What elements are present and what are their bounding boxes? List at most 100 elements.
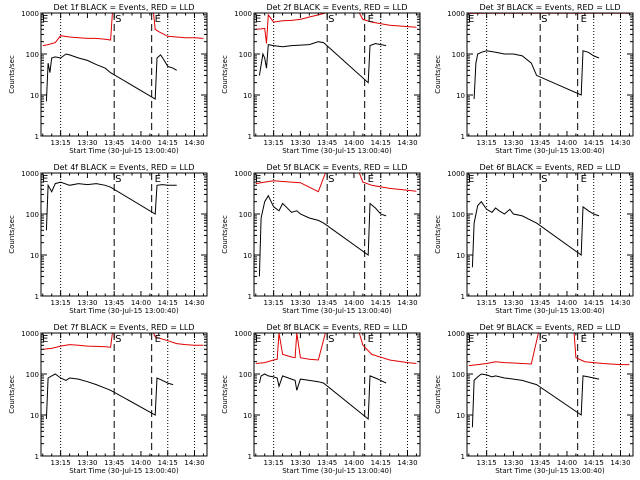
x-tick-label: 13:45	[530, 139, 550, 147]
marker-e: E	[155, 174, 161, 185]
x-tick-label: 14:15	[158, 139, 178, 147]
x-tick-label: 13:15	[477, 299, 497, 307]
x-tick-label: 14:00	[344, 459, 364, 467]
y-tick-label: 10	[243, 412, 252, 420]
x-tick-label: 14:15	[584, 459, 604, 467]
events-series-line	[471, 200, 600, 268]
series-group	[255, 13, 417, 84]
x-axis-title: Start Time (30-Jul-15 13:00:40)	[69, 147, 179, 155]
plot-frame	[40, 172, 208, 297]
events-series-line	[45, 181, 177, 231]
y-axis-title: Counts/sec	[8, 215, 16, 254]
x-tick-label: 13:15	[264, 299, 284, 307]
y-tick-label: 100	[452, 211, 465, 219]
y-tick-label: 1	[35, 453, 39, 461]
x-tick-label: 13:15	[264, 459, 284, 467]
marker-e: E	[368, 334, 374, 345]
x-tick-label: 14:00	[131, 459, 151, 467]
x-tick-label: 13:30	[290, 139, 310, 147]
detector-panel: Det 8f BLACK = Events, RED = LLD 1 10 100 10…	[221, 323, 421, 475]
y-axis-title: Counts/sec	[434, 215, 442, 254]
x-tick-label: 14:30	[610, 299, 630, 307]
series-group	[468, 333, 630, 428]
x-tick-label: 14:00	[131, 139, 151, 147]
panel-title: Det 2f BLACK = Events, RED = LLD	[266, 3, 407, 12]
x-axis-title: Start Time (30-Jul-15 13:00:40)	[495, 307, 605, 315]
events-series-line	[258, 41, 387, 84]
x-tick-label: 14:30	[397, 459, 417, 467]
plot-frame	[466, 332, 634, 457]
series-group	[471, 200, 600, 268]
y-axis-title: Counts/sec	[221, 215, 229, 254]
y-axis-title: Counts/sec	[434, 375, 442, 414]
marker-s: S	[328, 14, 334, 25]
detector-panel: Det 7f BLACK = Events, RED = LLD 1 10 100 10…	[8, 323, 208, 475]
x-tick-label: 13:45	[104, 459, 124, 467]
y-tick-label: 1	[35, 133, 39, 141]
lld-series-line	[42, 13, 204, 47]
lld-series-line	[255, 173, 417, 193]
y-tick-label: 100	[26, 371, 39, 379]
events-series-line	[471, 373, 600, 428]
events-series-line	[258, 373, 387, 421]
y-tick-label: 10	[30, 92, 39, 100]
marker-e: E	[155, 14, 161, 25]
panel-title: Det 7f BLACK = Events, RED = LLD	[53, 323, 194, 332]
marker-e-left: E	[42, 174, 48, 185]
x-axis-title: Start Time (30-Jul-15 13:00:40)	[282, 147, 392, 155]
x-tick-label: 14:30	[397, 299, 417, 307]
x-tick-label: 13:45	[104, 299, 124, 307]
marker-e: E	[155, 334, 161, 345]
panel-title: Det 6f BLACK = Events, RED = LLD	[479, 163, 620, 172]
detector-panel: Det 4f BLACK = Events, RED = LLD 1 10 100 10…	[8, 163, 208, 315]
marker-s: S	[115, 174, 121, 185]
y-tick-label: 1	[248, 293, 252, 301]
x-tick-label: 13:30	[77, 299, 97, 307]
y-tick-label: 1000	[21, 10, 39, 18]
y-tick-label: 1	[461, 453, 465, 461]
y-tick-label: 1000	[234, 10, 252, 18]
y-tick-label: 1000	[447, 10, 465, 18]
y-tick-label: 1000	[21, 330, 39, 338]
x-tick-label: 13:45	[530, 459, 550, 467]
x-tick-label: 14:30	[397, 139, 417, 147]
y-tick-label: 1	[461, 133, 465, 141]
panel-title: Det 3f BLACK = Events, RED = LLD	[479, 3, 620, 12]
x-tick-label: 14:15	[584, 299, 604, 307]
x-tick-label: 14:15	[158, 299, 178, 307]
x-axis-title: Start Time (30-Jul-15 13:00:40)	[495, 147, 605, 155]
marker-s: S	[328, 334, 334, 345]
y-tick-label: 1000	[447, 330, 465, 338]
y-tick-label: 1	[248, 133, 252, 141]
y-tick-label: 10	[456, 92, 465, 100]
detector-panel: Det 2f BLACK = Events, RED = LLD 1 10 100 10…	[221, 3, 421, 155]
panel-title: Det 4f BLACK = Events, RED = LLD	[53, 163, 194, 172]
x-tick-label: 13:30	[290, 459, 310, 467]
series-group	[468, 13, 630, 100]
detector-panel: Det 3f BLACK = Events, RED = LLD 1 10 100 10…	[434, 3, 634, 155]
y-tick-label: 1	[35, 293, 39, 301]
marker-s: S	[541, 174, 547, 185]
y-tick-label: 100	[26, 51, 39, 59]
y-tick-label: 100	[239, 211, 252, 219]
detector-panel: Det 6f BLACK = Events, RED = LLD 1 10 100 10…	[434, 163, 634, 315]
y-tick-label: 10	[243, 252, 252, 260]
x-tick-label: 13:45	[317, 459, 337, 467]
x-tick-label: 14:00	[131, 299, 151, 307]
marker-e-left: E	[255, 174, 261, 185]
x-tick-label: 14:00	[557, 299, 577, 307]
x-axis-title: Start Time (30-Jul-15 13:00:40)	[495, 467, 605, 475]
x-tick-label: 14:00	[344, 139, 364, 147]
marker-s: S	[115, 334, 121, 345]
panel-title: Det 1f BLACK = Events, RED = LLD	[53, 3, 194, 12]
panel-title: Det 8f BLACK = Events, RED = LLD	[266, 323, 407, 332]
y-tick-label: 100	[239, 51, 252, 59]
marker-e-left: E	[255, 14, 261, 25]
events-series-line	[473, 50, 600, 100]
series-group	[42, 13, 204, 102]
x-tick-label: 13:15	[51, 139, 71, 147]
x-tick-label: 14:15	[158, 459, 178, 467]
x-tick-label: 14:30	[184, 459, 204, 467]
x-axis-title: Start Time (30-Jul-15 13:00:40)	[282, 467, 392, 475]
